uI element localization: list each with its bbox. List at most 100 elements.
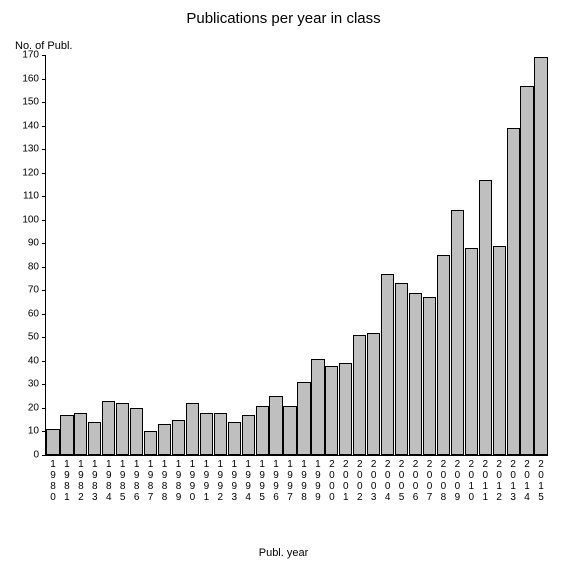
x-tick-label: 2007 (423, 455, 437, 503)
x-tick-label: 1996 (269, 455, 283, 503)
bar (214, 413, 227, 455)
x-tick-label: 1989 (172, 455, 186, 503)
bar (242, 415, 255, 455)
bar (493, 246, 506, 455)
bar (534, 57, 547, 455)
y-tick-label: 110 (9, 191, 46, 202)
y-tick-mark (42, 126, 46, 127)
x-tick-label: 1983 (88, 455, 102, 503)
x-tick-label: 2001 (339, 455, 353, 503)
x-tick-label: 1988 (158, 455, 172, 503)
x-tick-label: 2002 (353, 455, 367, 503)
x-tick-label: 2012 (492, 455, 506, 503)
bar (325, 366, 338, 455)
x-tick-label: 2008 (436, 455, 450, 503)
bars-group (46, 55, 548, 455)
x-tick-label: 1981 (60, 455, 74, 503)
x-axis-label: Publ. year (0, 547, 567, 559)
bar (465, 248, 478, 455)
y-tick-mark (42, 337, 46, 338)
bar (130, 408, 143, 455)
bar (507, 128, 520, 455)
x-tick-label: 1998 (297, 455, 311, 503)
x-tick-label: 1997 (283, 455, 297, 503)
x-tick-label: 2005 (395, 455, 409, 503)
bar (520, 86, 533, 455)
x-tick-label: 2004 (381, 455, 395, 503)
y-tick-label: 10 (9, 426, 46, 437)
y-tick-mark (42, 173, 46, 174)
y-tick-label: 140 (9, 120, 46, 131)
x-tick-label: 1990 (185, 455, 199, 503)
y-tick-label: 20 (9, 402, 46, 413)
y-tick-label: 90 (9, 238, 46, 249)
y-tick-label: 80 (9, 261, 46, 272)
y-tick-label: 60 (9, 308, 46, 319)
x-tick-label: 1980 (46, 455, 60, 503)
x-tick-label: 2006 (409, 455, 423, 503)
y-tick-mark (42, 243, 46, 244)
y-tick-label: 70 (9, 285, 46, 296)
y-tick-label: 0 (9, 450, 46, 461)
bar (479, 180, 492, 455)
y-tick-mark (42, 267, 46, 268)
bar (158, 424, 171, 455)
y-tick-label: 50 (9, 332, 46, 343)
chart-title: Publications per year in class (0, 10, 567, 27)
y-tick-label: 130 (9, 144, 46, 155)
bar (297, 382, 310, 455)
y-tick-label: 170 (9, 50, 46, 61)
x-tick-label: 1991 (199, 455, 213, 503)
chart-container: Publications per year in class No. of Pu… (0, 0, 567, 567)
bar (283, 406, 296, 455)
y-tick-mark (42, 290, 46, 291)
y-tick-mark (42, 408, 46, 409)
bar (74, 413, 87, 455)
y-tick-mark (42, 196, 46, 197)
bar (228, 422, 241, 455)
x-tick-label: 2003 (367, 455, 381, 503)
x-tick-label: 1982 (74, 455, 88, 503)
x-tick-label: 1999 (311, 455, 325, 503)
y-tick-label: 40 (9, 355, 46, 366)
bar (186, 403, 199, 455)
bar (60, 415, 73, 455)
bar (339, 363, 352, 455)
bar (200, 413, 213, 455)
y-tick-mark (42, 102, 46, 103)
bar (409, 293, 422, 455)
bar (311, 359, 324, 455)
x-tick-label: 1995 (255, 455, 269, 503)
y-tick-label: 30 (9, 379, 46, 390)
x-tick-label: 2010 (464, 455, 478, 503)
bar (46, 429, 59, 455)
bar (367, 333, 380, 455)
bar (269, 396, 282, 455)
x-tick-label: 1985 (116, 455, 130, 503)
bar (172, 420, 185, 455)
y-tick-mark (42, 149, 46, 150)
x-tick-label: 1992 (213, 455, 227, 503)
x-tick-label: 2011 (478, 455, 492, 503)
bar (353, 335, 366, 455)
bar (451, 210, 464, 455)
bar (423, 297, 436, 455)
bar (144, 431, 157, 455)
bar (395, 283, 408, 455)
x-tick-label: 1987 (144, 455, 158, 503)
x-tick-label: 2014 (520, 455, 534, 503)
x-tick-label: 1986 (130, 455, 144, 503)
y-tick-mark (42, 314, 46, 315)
bar (102, 401, 115, 455)
y-tick-label: 120 (9, 167, 46, 178)
y-tick-mark (42, 384, 46, 385)
bar (437, 255, 450, 455)
plot-area: 0102030405060708090100110120130140150160… (45, 55, 548, 456)
x-tick-label: 1993 (227, 455, 241, 503)
y-tick-label: 100 (9, 214, 46, 225)
x-tick-label: 2000 (325, 455, 339, 503)
x-tick-label: 1994 (241, 455, 255, 503)
bar (116, 403, 129, 455)
y-tick-mark (42, 79, 46, 80)
x-tick-label: 2013 (506, 455, 520, 503)
